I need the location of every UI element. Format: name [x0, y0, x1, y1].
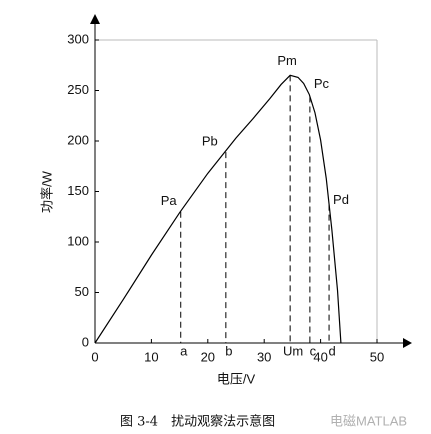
y-tick-label: 200	[67, 132, 89, 147]
caption: 图 3-4 扰动观察法示意图	[120, 414, 275, 430]
y-tick-label: 150	[67, 183, 89, 198]
y-axis-label: 功率/W	[39, 170, 54, 213]
y-tick-label: 50	[75, 284, 89, 299]
axis-point-label: a	[180, 343, 188, 358]
x-tick-label: 40	[313, 349, 327, 364]
x-tick-label: 50	[370, 349, 384, 364]
y-tick-label: 250	[67, 82, 89, 97]
axis-point-label: b	[225, 343, 232, 358]
point-label: Pd	[333, 192, 349, 207]
x-axis-label: 电压/V	[217, 371, 256, 386]
x-tick-label: 10	[144, 349, 158, 364]
x-tick-label: 30	[257, 349, 271, 364]
y-tick-label: 100	[67, 233, 89, 248]
point-label: Pm	[277, 53, 297, 68]
y-tick-label: 300	[67, 31, 89, 46]
y-tick-label: 0	[82, 334, 89, 349]
axis-point-label: c	[310, 343, 317, 358]
x-tick-label: 0	[91, 349, 98, 364]
x-arrow	[403, 338, 412, 348]
axis-point-label: d	[328, 343, 335, 358]
y-arrow	[90, 14, 100, 24]
point-label: Pa	[161, 193, 178, 208]
x-tick-label: 20	[201, 349, 215, 364]
watermark: 电磁MATLAB	[330, 413, 407, 428]
point-label: Pc	[314, 76, 330, 91]
point-label: Pb	[202, 134, 218, 149]
axis-point-label: Um	[283, 343, 303, 358]
curve	[94, 74, 342, 344]
